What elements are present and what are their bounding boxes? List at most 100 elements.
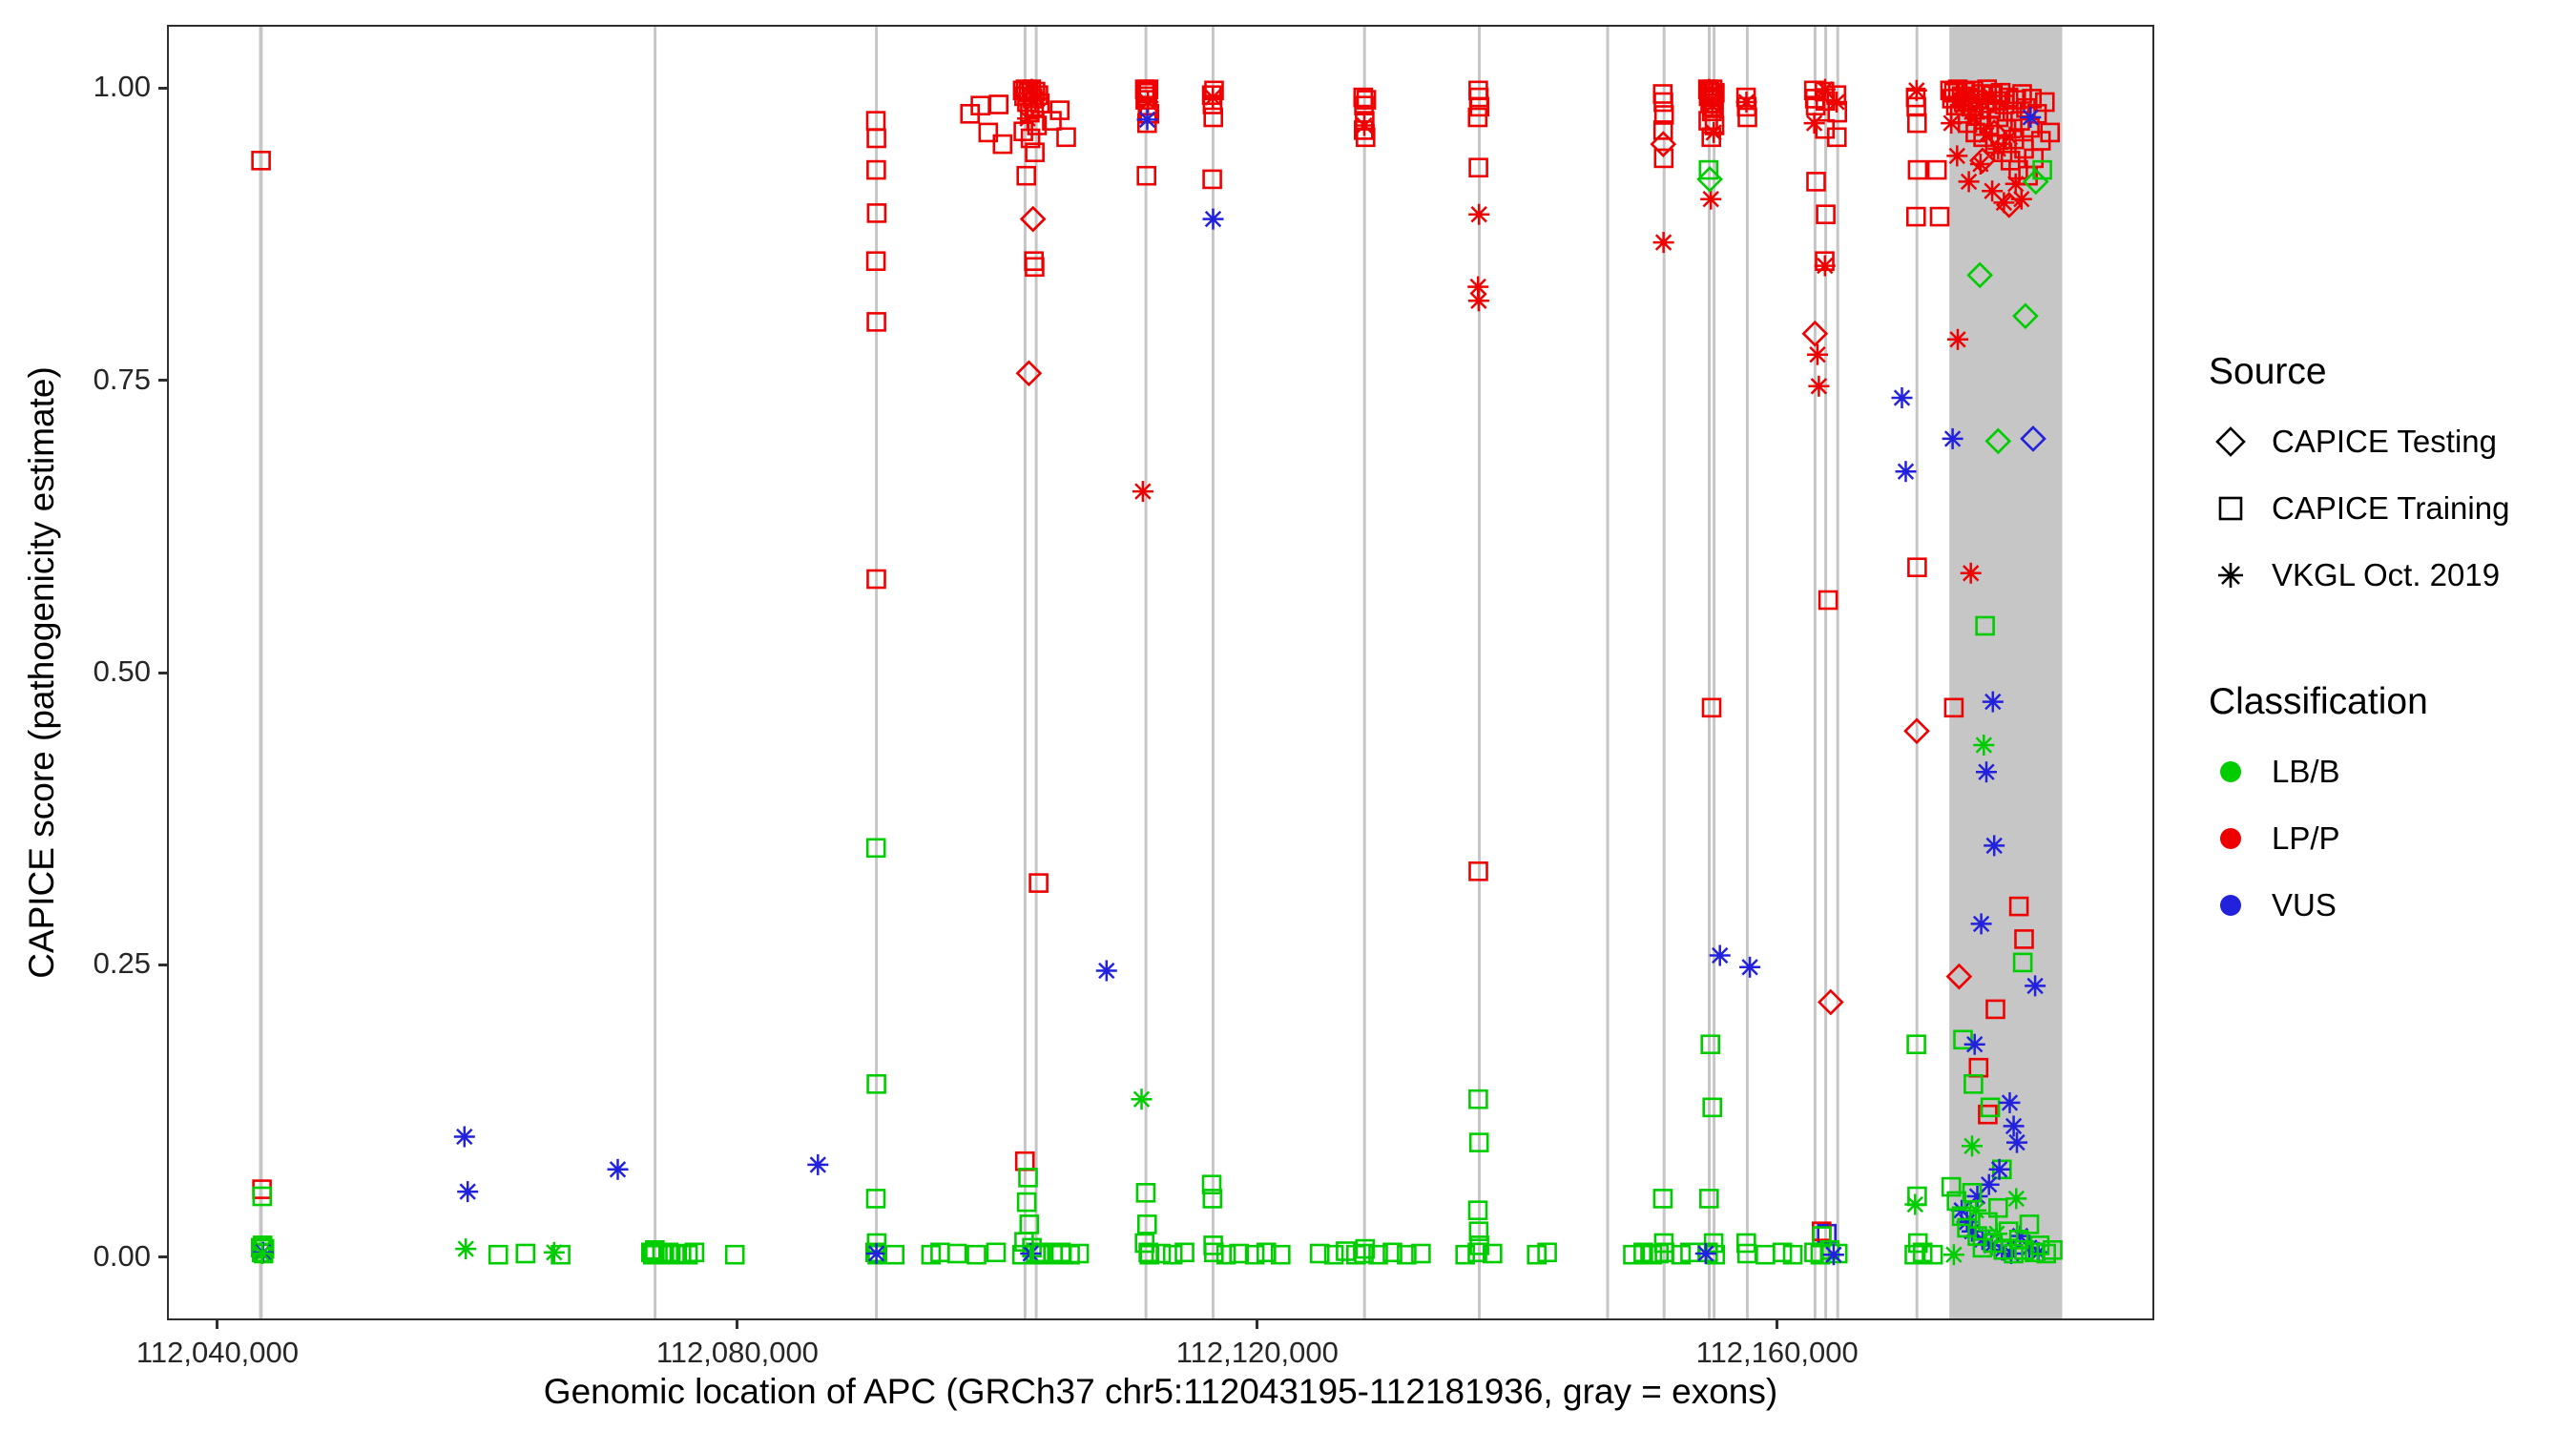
data-point-asterisk — [1701, 94, 1723, 116]
y-tick-mark — [158, 671, 167, 674]
data-point-square — [658, 1242, 679, 1263]
data-point-asterisk — [1803, 113, 1825, 135]
data-point-diamond — [2012, 302, 2039, 330]
data-point-asterisk — [1703, 121, 1725, 143]
data-point-asterisk — [1709, 944, 1731, 966]
data-point-asterisk — [1978, 1173, 2000, 1195]
exon-band — [654, 27, 657, 1318]
data-point-asterisk — [2003, 1115, 2025, 1137]
data-point-square — [866, 569, 886, 590]
data-point-square — [1907, 557, 1927, 578]
data-point-asterisk — [1202, 87, 1224, 109]
exon-band — [1813, 27, 1817, 1318]
data-point-asterisk — [1136, 109, 1158, 131]
data-point-square — [2032, 159, 2052, 180]
data-point-square — [488, 1244, 509, 1265]
data-point-square — [1411, 1243, 1431, 1264]
data-point-square — [1698, 159, 1719, 180]
y-tick-mark — [158, 963, 167, 966]
data-point-square — [1354, 95, 1374, 115]
exon-band — [1478, 27, 1481, 1318]
data-point-square — [671, 1243, 692, 1264]
data-point-asterisk — [2010, 188, 2032, 210]
data-point-asterisk — [1960, 562, 1982, 584]
data-point-square — [2036, 1243, 2056, 1264]
square-icon — [2218, 496, 2243, 521]
data-point-asterisk — [2005, 1188, 2027, 1210]
data-point-asterisk — [2006, 1131, 2027, 1153]
data-point-square — [2043, 1240, 2063, 1260]
data-point-asterisk — [1973, 735, 1995, 756]
data-point-diamond — [1966, 261, 1994, 289]
data-point-square — [1922, 1244, 1943, 1265]
data-point-asterisk — [1962, 1135, 1983, 1157]
data-point-square — [1483, 1243, 1503, 1264]
legend-label: VUS — [2272, 887, 2337, 923]
data-point-square — [1151, 1243, 1172, 1264]
data-point-square — [866, 159, 886, 180]
data-point-square — [1309, 1243, 1330, 1264]
x-axis-title: Genomic location of APC (GRCh37 chr5:112… — [543, 1372, 1778, 1411]
y-tick-label: 0.00 — [93, 1238, 151, 1273]
data-point-square — [2004, 1243, 2024, 1264]
x-tick-mark — [216, 1320, 219, 1329]
legend-classification-group: Classification LB/B LP/P VUS — [2209, 681, 2576, 927]
plot-panel — [167, 25, 2154, 1320]
data-point-square — [251, 151, 271, 171]
data-point-square — [1204, 1242, 1224, 1263]
y-tick-label: 0.50 — [93, 654, 151, 688]
data-point-asterisk — [1976, 761, 1997, 783]
data-point-asterisk — [1735, 92, 1757, 113]
y-tick-label: 1.00 — [93, 70, 151, 104]
data-point-square — [2012, 952, 2033, 973]
data-point-square — [1962, 1183, 1983, 1203]
data-point-square — [1653, 105, 1674, 125]
y-tick-mark — [158, 379, 167, 383]
data-point-asterisk — [1965, 1199, 1987, 1221]
data-point-square — [2008, 896, 2029, 917]
legend-item-lbb: LB/B — [2209, 750, 2576, 794]
data-point-square — [1906, 206, 1926, 227]
data-point-square — [1244, 1244, 1265, 1265]
data-point-asterisk — [1021, 78, 1043, 100]
data-point-asterisk — [2005, 173, 2026, 195]
data-point-diamond — [1817, 988, 1844, 1016]
data-point-square — [1031, 1242, 1051, 1263]
data-point-asterisk — [1027, 88, 1049, 110]
data-point-square — [1469, 96, 1489, 117]
data-point-square — [1202, 1189, 1223, 1209]
data-point-square — [1069, 1243, 1090, 1264]
data-point-square — [2035, 92, 2055, 113]
plot-area — [251, 27, 2063, 1318]
data-point-square — [1978, 1212, 1998, 1233]
legend-item-vus: VUS — [2209, 883, 2576, 927]
data-point-asterisk — [1941, 113, 1963, 135]
data-point-asterisk — [455, 1238, 477, 1260]
data-point-square — [1967, 1226, 1987, 1246]
exon-band — [875, 27, 879, 1318]
data-point-square — [1323, 1244, 1344, 1265]
data-point-square — [1020, 128, 1041, 149]
data-point-asterisk — [1942, 1244, 1964, 1266]
data-point-square — [1011, 1244, 1032, 1265]
data-point-square — [1257, 1242, 1277, 1263]
data-point-square — [254, 1238, 275, 1259]
legend-item-capice-testing: CAPICE Testing — [2209, 420, 2576, 464]
data-point-asterisk — [1984, 835, 2005, 857]
data-point-square — [1907, 159, 1928, 180]
x-tick-mark — [1776, 1320, 1779, 1329]
data-point-asterisk — [1202, 208, 1224, 230]
data-point-asterisk — [1947, 328, 1968, 350]
data-point-square — [978, 122, 999, 143]
data-point-square — [515, 1243, 536, 1264]
data-point-asterisk — [1467, 290, 1489, 312]
data-point-square — [1056, 127, 1076, 148]
data-point-square — [652, 1244, 673, 1265]
data-point-square — [1649, 1243, 1669, 1264]
data-point-asterisk — [1700, 188, 1722, 210]
data-point-square — [1772, 1242, 1793, 1263]
data-point-square — [1468, 157, 1488, 177]
exon-band — [1023, 27, 1027, 1318]
data-point-asterisk — [1999, 1091, 2021, 1113]
data-point-asterisk — [1946, 145, 1968, 167]
